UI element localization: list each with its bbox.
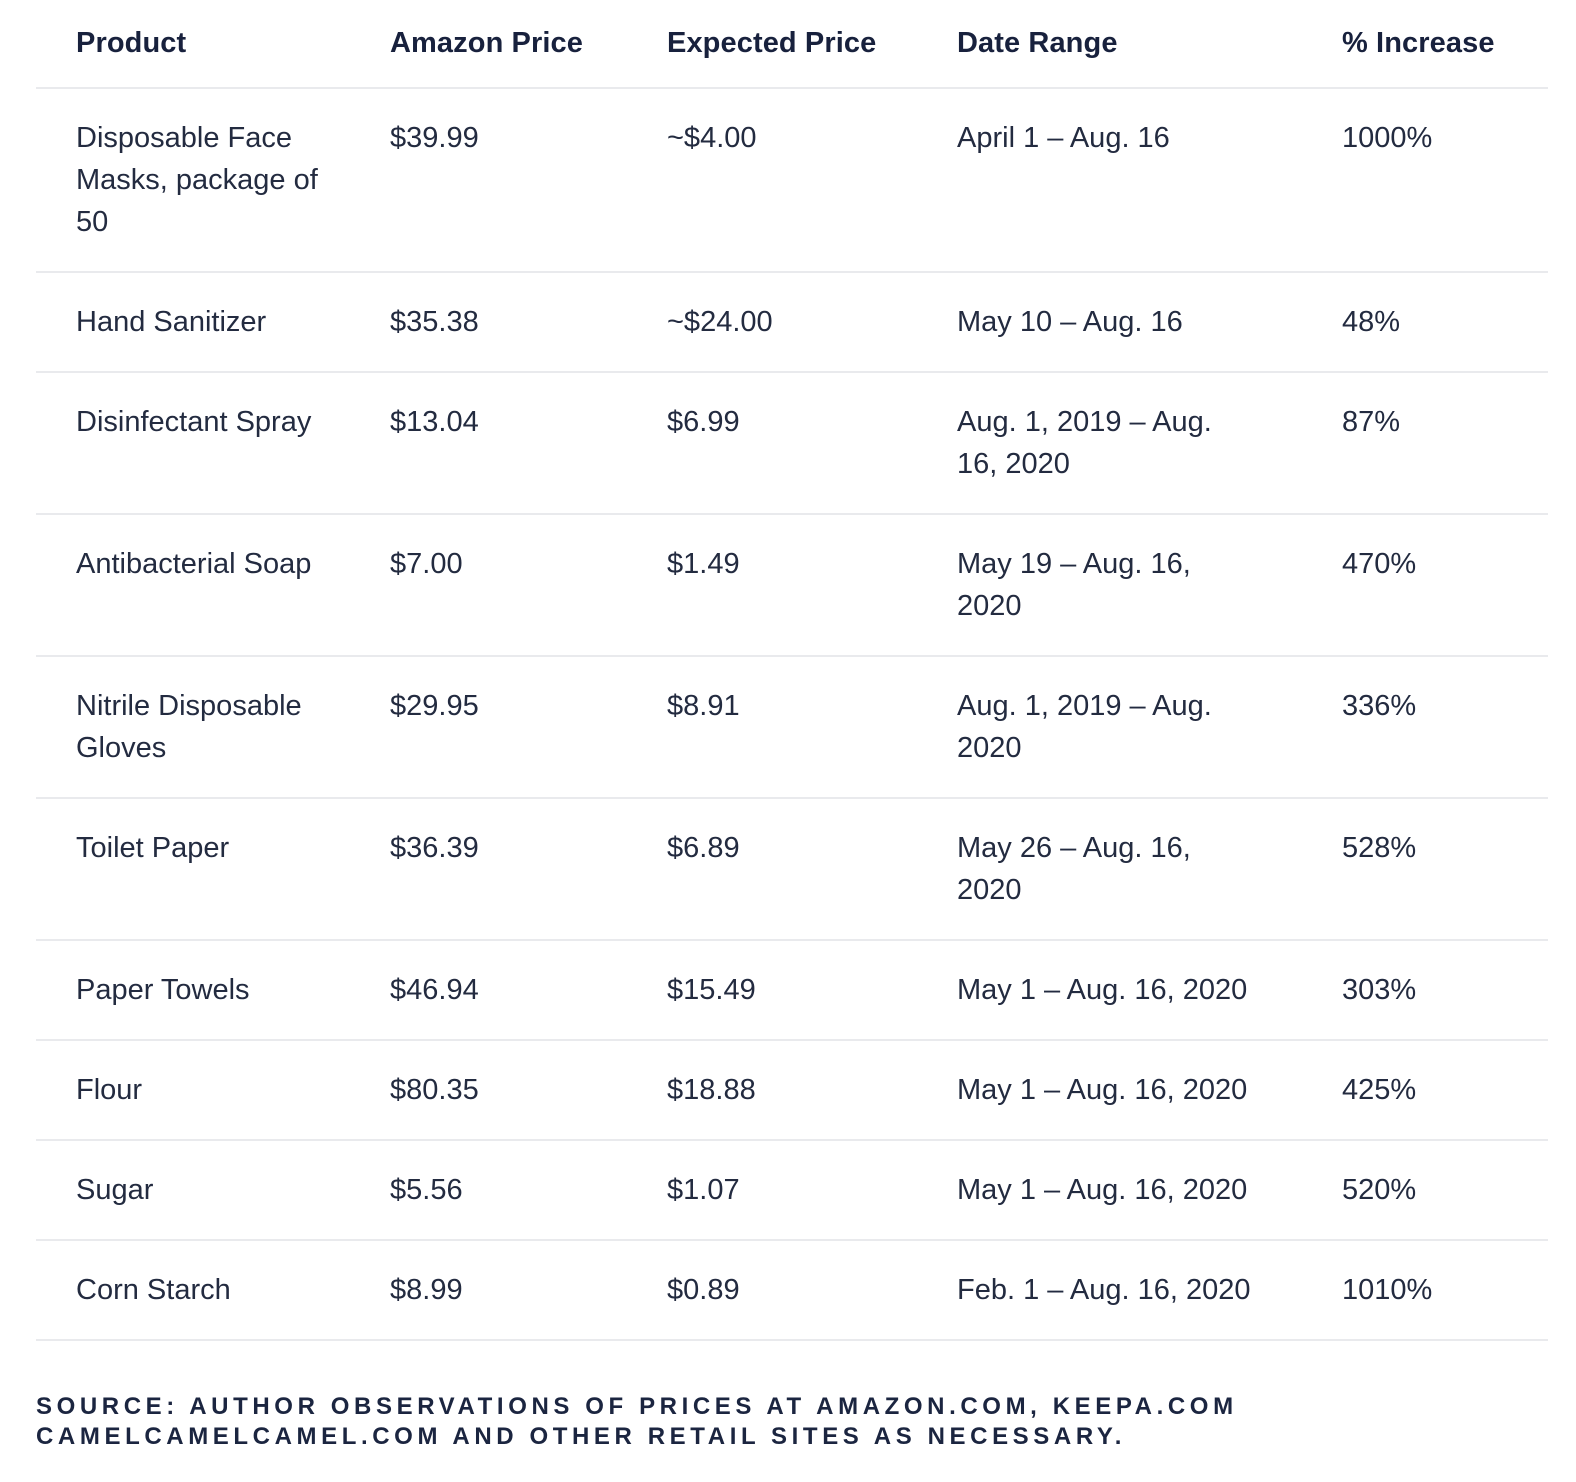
cell-product: Hand Sanitizer: [36, 272, 350, 373]
cell-expected-price: $6.89: [627, 798, 917, 941]
cell-date-range: Aug. 1, 2019 – Aug. 2020: [917, 656, 1302, 799]
cell-amazon-price: $39.99: [350, 88, 627, 273]
cell-amazon-price: $80.35: [350, 1040, 627, 1141]
cell-amazon-price: $5.56: [350, 1140, 627, 1241]
cell-percent-increase: 48%: [1302, 272, 1548, 373]
cell-date-range: May 1 – Aug. 16, 2020: [917, 1140, 1302, 1241]
cell-expected-price: $8.91: [627, 656, 917, 799]
cell-date-range: May 10 – Aug. 16: [917, 272, 1302, 373]
cell-date-range: Aug. 1, 2019 – Aug. 16, 2020: [917, 372, 1302, 515]
table-row: Corn Starch $8.99 $0.89 Feb. 1 – Aug. 16…: [36, 1240, 1548, 1341]
cell-amazon-price: $29.95: [350, 656, 627, 799]
cell-amazon-price: $35.38: [350, 272, 627, 373]
cell-expected-price: $15.49: [627, 940, 917, 1041]
source-note: SOURCE: AUTHOR OBSERVATIONS OF PRICES AT…: [36, 1392, 1536, 1452]
cell-percent-increase: 425%: [1302, 1040, 1548, 1141]
cell-amazon-price: $7.00: [350, 514, 627, 657]
cell-date-range: May 1 – Aug. 16, 2020: [917, 1040, 1302, 1141]
table-body: Disposable Face Masks, package of 50 $39…: [36, 88, 1548, 1341]
cell-amazon-price: $46.94: [350, 940, 627, 1041]
cell-percent-increase: 1000%: [1302, 88, 1548, 273]
cell-percent-increase: 470%: [1302, 514, 1548, 657]
cell-product: Paper Towels: [36, 940, 350, 1041]
cell-product: Flour: [36, 1040, 350, 1141]
cell-percent-increase: 520%: [1302, 1140, 1548, 1241]
cell-product: Disposable Face Masks, package of 50: [36, 88, 350, 273]
cell-date-range: Feb. 1 – Aug. 16, 2020: [917, 1240, 1302, 1341]
table-row: Antibacterial Soap $7.00 $1.49 May 19 – …: [36, 514, 1548, 657]
table-row: Paper Towels $46.94 $15.49 May 1 – Aug. …: [36, 940, 1548, 1041]
cell-percent-increase: 303%: [1302, 940, 1548, 1041]
cell-product: Nitrile Disposable Gloves: [36, 656, 350, 799]
header-percent-increase: % Increase: [1302, 0, 1548, 89]
cell-product: Sugar: [36, 1140, 350, 1241]
cell-date-range: April 1 – Aug. 16: [917, 88, 1302, 273]
cell-percent-increase: 1010%: [1302, 1240, 1548, 1341]
cell-expected-price: ~$4.00: [627, 88, 917, 273]
cell-product: Corn Starch: [36, 1240, 350, 1341]
header-date-range: Date Range: [917, 0, 1302, 89]
cell-expected-price: $1.07: [627, 1140, 917, 1241]
cell-expected-price: $0.89: [627, 1240, 917, 1341]
price-comparison-table: Product Amazon Price Expected Price Date…: [36, 0, 1548, 1341]
source-line-1: SOURCE: AUTHOR OBSERVATIONS OF PRICES AT…: [36, 1393, 1238, 1420]
cell-expected-price: $6.99: [627, 372, 917, 515]
cell-expected-price: ~$24.00: [627, 272, 917, 373]
cell-date-range: May 26 – Aug. 16, 2020: [917, 798, 1302, 941]
table-row: Nitrile Disposable Gloves $29.95 $8.91 A…: [36, 656, 1548, 799]
cell-percent-increase: 87%: [1302, 372, 1548, 515]
table-row: Disinfectant Spray $13.04 $6.99 Aug. 1, …: [36, 372, 1548, 515]
table-header: Product Amazon Price Expected Price Date…: [36, 0, 1548, 89]
cell-amazon-price: $8.99: [350, 1240, 627, 1341]
source-line-2: CAMELCAMELCAMEL.COM AND OTHER RETAIL SIT…: [36, 1423, 1127, 1450]
cell-date-range: May 1 – Aug. 16, 2020: [917, 940, 1302, 1041]
cell-date-range: May 19 – Aug. 16, 2020: [917, 514, 1302, 657]
cell-percent-increase: 336%: [1302, 656, 1548, 799]
cell-expected-price: $1.49: [627, 514, 917, 657]
table-row: Toilet Paper $36.39 $6.89 May 26 – Aug. …: [36, 798, 1548, 941]
header-amazon-price: Amazon Price: [350, 0, 627, 89]
cell-percent-increase: 528%: [1302, 798, 1548, 941]
table-row: Hand Sanitizer $35.38 ~$24.00 May 10 – A…: [36, 272, 1548, 373]
header-product: Product: [36, 0, 350, 89]
header-row: Product Amazon Price Expected Price Date…: [36, 0, 1548, 89]
header-expected-price: Expected Price: [627, 0, 917, 89]
table-row: Flour $80.35 $18.88 May 1 – Aug. 16, 202…: [36, 1040, 1548, 1141]
cell-amazon-price: $13.04: [350, 372, 627, 515]
cell-product: Antibacterial Soap: [36, 514, 350, 657]
cell-product: Toilet Paper: [36, 798, 350, 941]
cell-product: Disinfectant Spray: [36, 372, 350, 515]
table-row: Disposable Face Masks, package of 50 $39…: [36, 88, 1548, 273]
cell-amazon-price: $36.39: [350, 798, 627, 941]
table-row: Sugar $5.56 $1.07 May 1 – Aug. 16, 2020 …: [36, 1140, 1548, 1241]
cell-expected-price: $18.88: [627, 1040, 917, 1141]
